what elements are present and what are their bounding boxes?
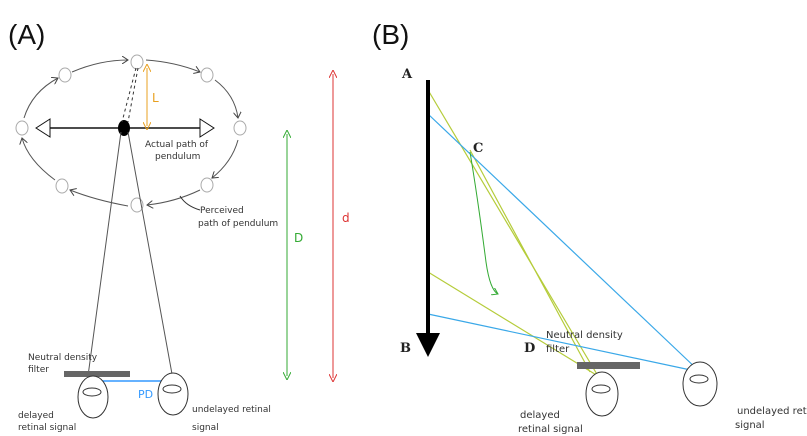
point-d: D xyxy=(524,341,535,356)
pendulum-positions xyxy=(15,54,247,213)
distance-d-label: d xyxy=(342,211,350,225)
panel-label: (B) xyxy=(372,19,409,50)
pd-label: PD xyxy=(138,388,153,401)
panel-b: (B) A B C D Neutral density filter delay… xyxy=(372,19,807,435)
actual-path-label: pendulum xyxy=(155,152,200,162)
filter-label: Neutral density xyxy=(28,353,98,363)
filter-label: filter xyxy=(546,344,570,355)
panel-label: (A) xyxy=(8,19,45,50)
path-arrowheads xyxy=(35,118,215,138)
point-b: B xyxy=(400,341,411,356)
perceived-path-label: Perceived xyxy=(200,206,244,216)
undelayed-label: undelayed retinal xyxy=(192,405,271,415)
dashed-lines xyxy=(121,67,139,123)
eyes xyxy=(585,361,718,417)
undelayed-label: undelayed retina xyxy=(737,406,807,417)
distance-D-label: D xyxy=(294,231,303,245)
length-label: L xyxy=(152,91,159,105)
undelayed-label: signal xyxy=(192,423,219,433)
perceived-path xyxy=(469,151,498,294)
filter xyxy=(577,362,640,369)
actual-path-label: Actual path of xyxy=(145,140,209,150)
orbit xyxy=(22,60,238,206)
delayed-label: delayed xyxy=(520,410,560,421)
panel-a: (A) L Actual path of pendulum Perceived … xyxy=(8,19,350,433)
delayed-label: retinal signal xyxy=(18,423,76,433)
filter-label: Neutral density xyxy=(546,330,623,341)
delayed-label: delayed xyxy=(18,411,54,421)
delayed-label: retinal signal xyxy=(518,424,583,435)
rays xyxy=(427,89,701,377)
filter xyxy=(64,371,130,377)
point-c: C xyxy=(473,141,483,156)
point-a: A xyxy=(401,67,413,82)
undelayed-label: signal xyxy=(735,420,765,431)
pointer xyxy=(179,195,201,211)
perceived-path-label: path of pendulum xyxy=(198,219,278,229)
filter-label: filter xyxy=(28,365,49,375)
sight-lines xyxy=(87,131,173,377)
eyes xyxy=(77,372,189,419)
